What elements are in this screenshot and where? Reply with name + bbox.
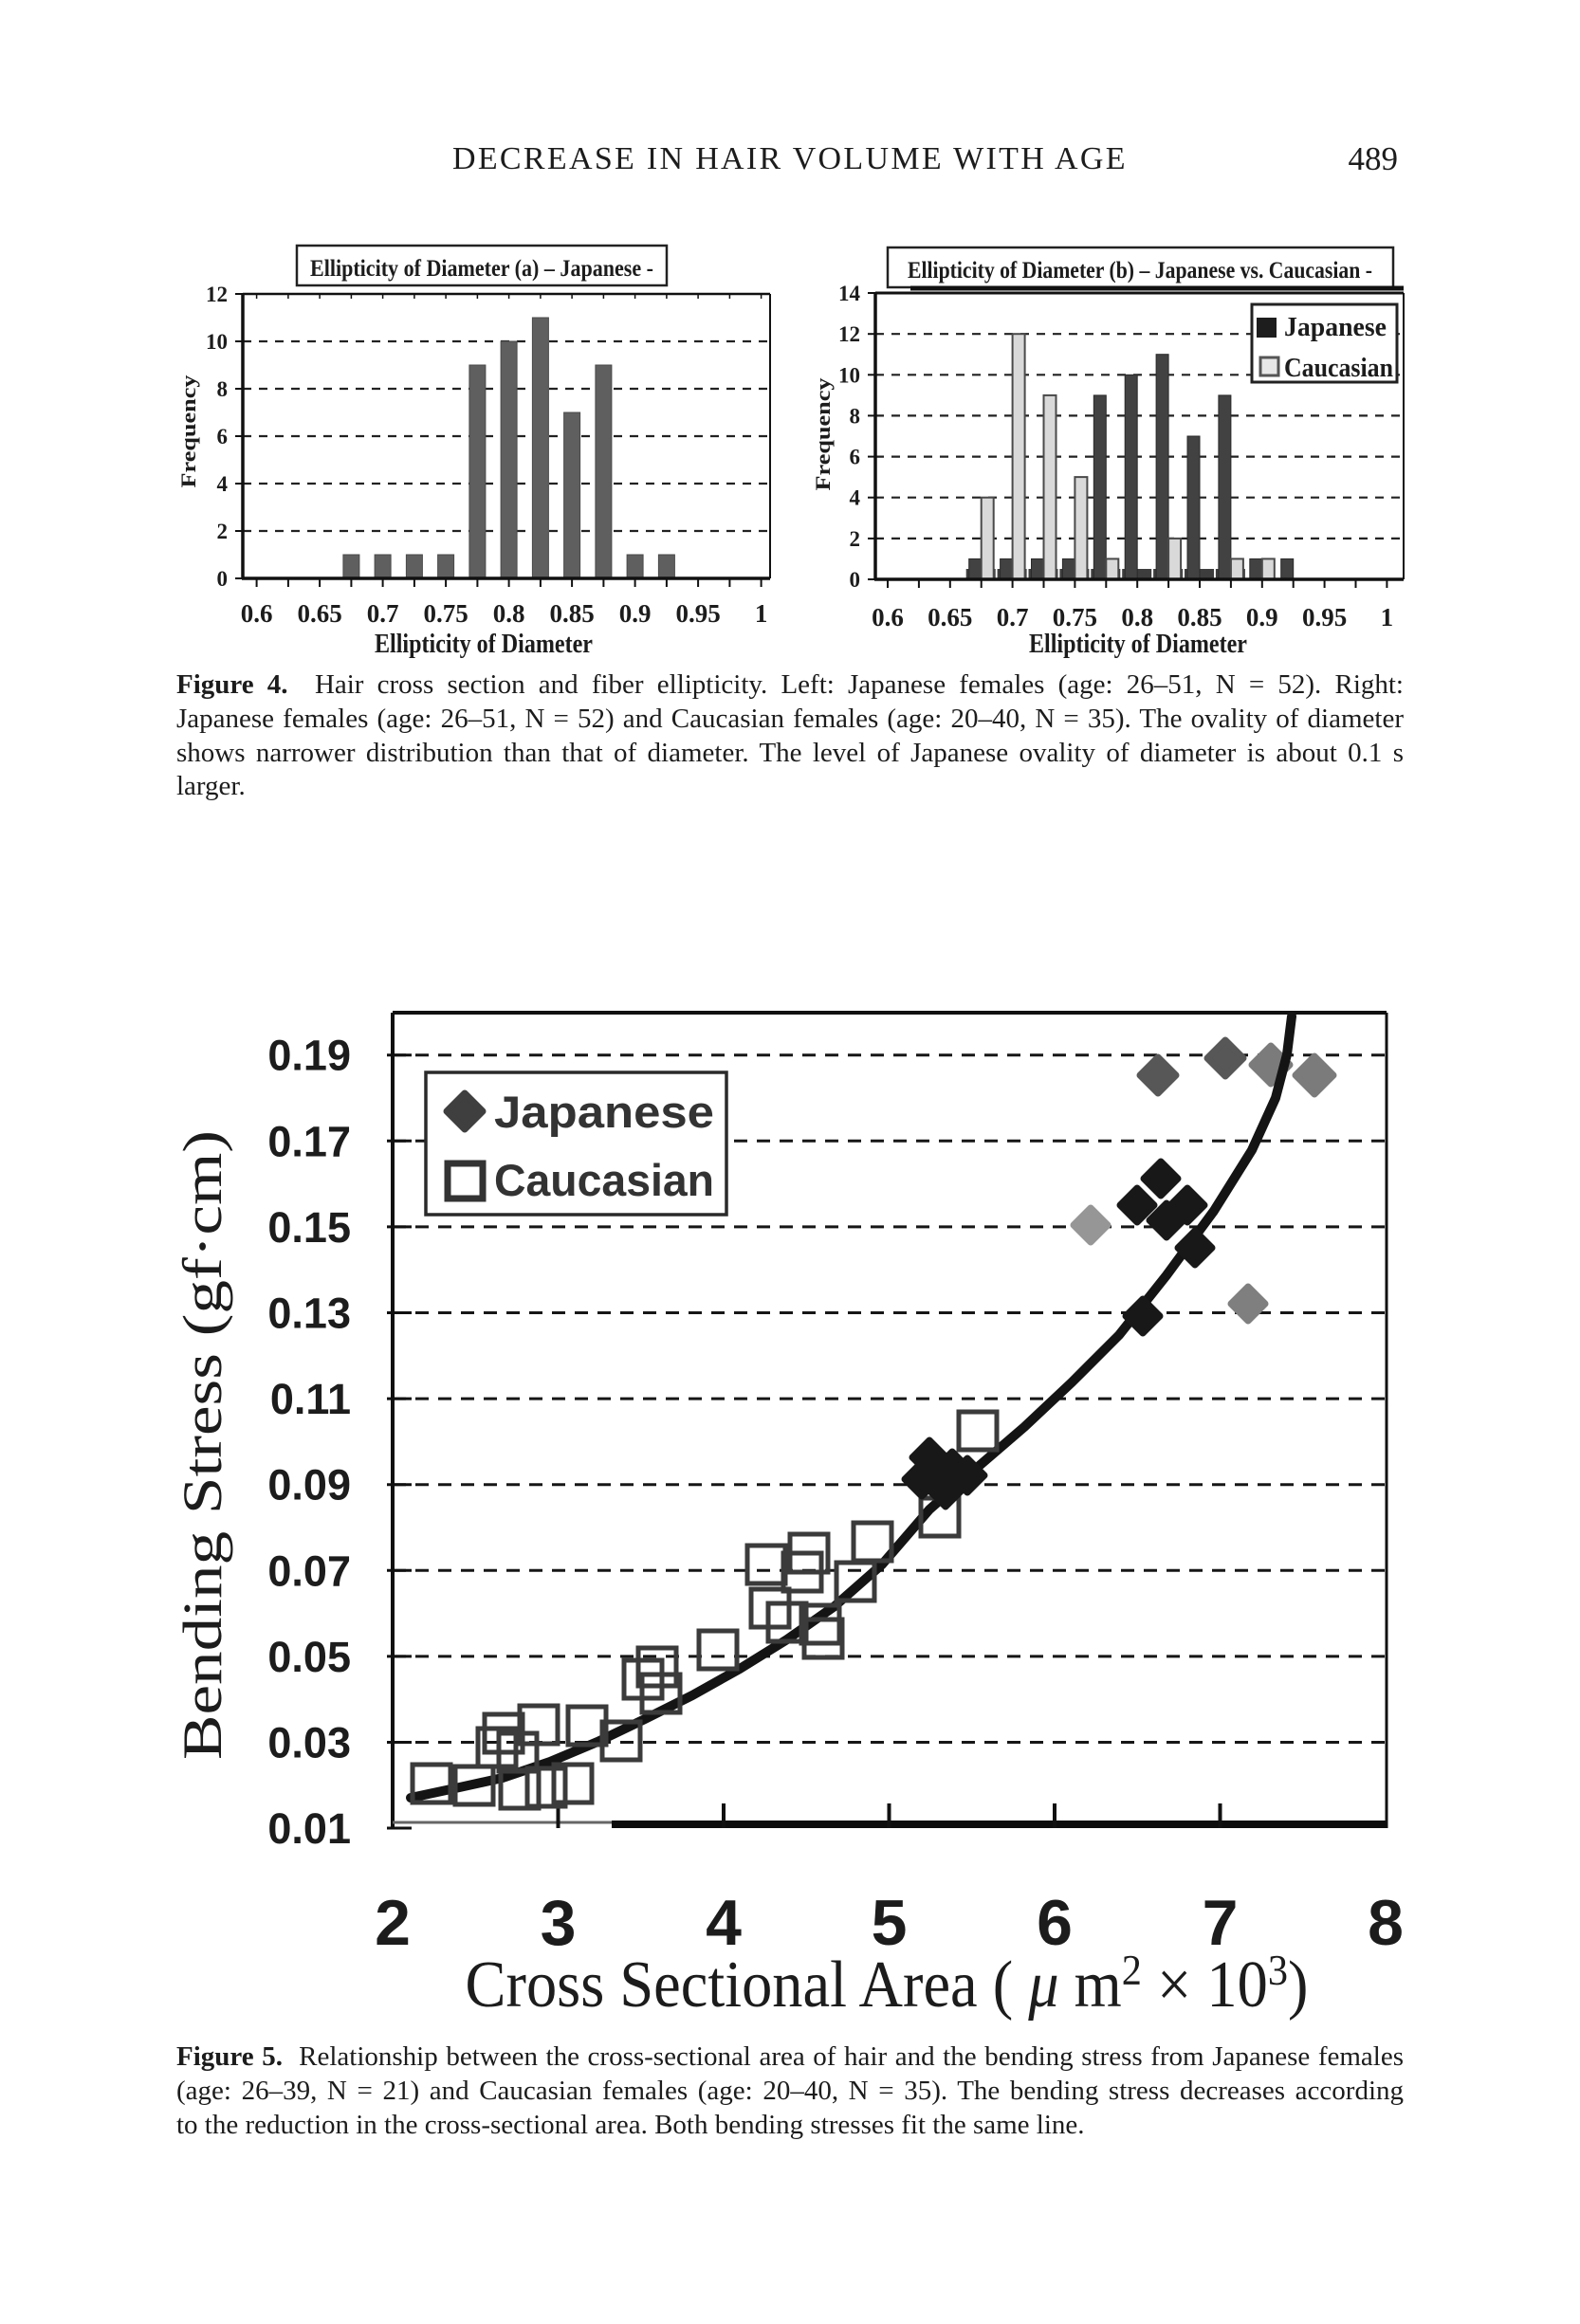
svg-text:489: 489 <box>1349 140 1399 177</box>
svg-text:Japanese: Japanese <box>1284 313 1387 342</box>
svg-text:0.7: 0.7 <box>367 599 399 628</box>
svg-text:0: 0 <box>850 568 861 592</box>
svg-text:0.95: 0.95 <box>675 599 720 628</box>
svg-text:Japanese: Japanese <box>494 1087 714 1137</box>
svg-text:0.05: 0.05 <box>267 1633 351 1681</box>
svg-text:2: 2 <box>375 1887 411 1959</box>
svg-text:0.95: 0.95 <box>1302 603 1347 631</box>
svg-text:0.17: 0.17 <box>267 1117 351 1165</box>
svg-text:Frequency: Frequency <box>811 378 835 491</box>
svg-text:1: 1 <box>755 599 768 628</box>
svg-text:0.7: 0.7 <box>997 603 1029 631</box>
svg-text:0.19: 0.19 <box>267 1032 351 1080</box>
svg-text:0.9: 0.9 <box>1246 603 1278 631</box>
svg-text:0.9: 0.9 <box>619 599 652 628</box>
svg-text:14: 14 <box>838 282 861 305</box>
svg-text:0.65: 0.65 <box>928 603 972 631</box>
svg-text:8: 8 <box>1368 1887 1404 1959</box>
svg-text:Caucasian: Caucasian <box>494 1155 714 1205</box>
svg-text:0.07: 0.07 <box>267 1546 351 1595</box>
svg-text:0.09: 0.09 <box>267 1461 351 1510</box>
svg-text:Caucasian: Caucasian <box>1284 354 1393 383</box>
svg-text:0.15: 0.15 <box>267 1203 351 1252</box>
svg-text:Ellipticity of Diameter: Ellipticity of Diameter <box>375 630 593 659</box>
svg-text:0.6: 0.6 <box>241 599 273 628</box>
svg-text:0.6: 0.6 <box>872 603 904 631</box>
svg-text:0.01: 0.01 <box>267 1804 351 1853</box>
svg-text:4: 4 <box>850 486 861 510</box>
svg-text:4: 4 <box>706 1887 742 1959</box>
svg-text:0.8: 0.8 <box>1121 603 1153 631</box>
svg-text:0: 0 <box>217 567 229 591</box>
svg-text:Bending Stress (gf·cm): Bending Stress (gf·cm) <box>172 1130 233 1760</box>
svg-text:5: 5 <box>872 1887 908 1959</box>
svg-text:Ellipticity of Diameter (a) –: Ellipticity of Diameter (a) – Japanese - <box>310 256 653 282</box>
svg-text:12: 12 <box>838 322 860 346</box>
svg-text:7: 7 <box>1203 1887 1239 1959</box>
svg-text:0.65: 0.65 <box>297 599 341 628</box>
svg-text:6: 6 <box>217 425 229 448</box>
svg-text:0.8: 0.8 <box>493 599 525 628</box>
svg-text:Ellipticity of Diameter (b) –: Ellipticity of Diameter (b) – Japanese v… <box>908 258 1372 284</box>
svg-text:2: 2 <box>850 527 861 551</box>
svg-text:1: 1 <box>1381 603 1394 631</box>
svg-text:8: 8 <box>850 404 861 428</box>
svg-text:Cross Sectional Area ( μ m2 ×: Cross Sectional Area ( μ m2 × 103) <box>466 1946 1309 2021</box>
svg-text:2: 2 <box>217 520 229 543</box>
svg-text:3: 3 <box>541 1887 577 1959</box>
svg-text:0.03: 0.03 <box>267 1719 351 1767</box>
svg-text:Frequency: Frequency <box>176 375 200 488</box>
svg-text:0.75: 0.75 <box>1053 603 1097 631</box>
svg-text:0.11: 0.11 <box>270 1375 351 1423</box>
svg-text:10: 10 <box>838 363 860 387</box>
svg-text:10: 10 <box>206 330 228 354</box>
svg-text:Ellipticity of Diameter: Ellipticity of Diameter <box>1029 630 1247 659</box>
svg-text:6: 6 <box>1037 1887 1073 1959</box>
svg-text:0.75: 0.75 <box>423 599 468 628</box>
svg-text:4: 4 <box>217 472 229 496</box>
svg-text:DECREASE IN HAIR VOLUME WITH A: DECREASE IN HAIR VOLUME WITH AGE <box>452 141 1128 176</box>
svg-text:0.13: 0.13 <box>267 1290 351 1338</box>
svg-text:8: 8 <box>217 377 229 401</box>
svg-text:0.85: 0.85 <box>549 599 594 628</box>
svg-text:12: 12 <box>206 283 228 306</box>
svg-text:6: 6 <box>850 446 861 469</box>
svg-text:0.85: 0.85 <box>1177 603 1222 631</box>
